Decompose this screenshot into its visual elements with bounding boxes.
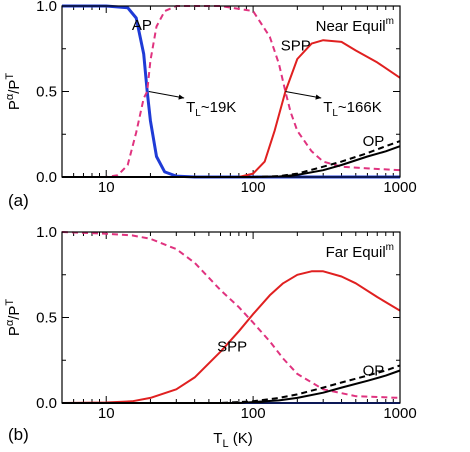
callout-arrowhead <box>315 94 322 100</box>
y-tick-label: 0.5 <box>36 310 57 327</box>
series-label-spp: SPP <box>281 37 311 54</box>
y-axis-label: Pα/PT <box>4 73 23 111</box>
x-tick-label: 10 <box>98 179 115 196</box>
callout-label-0: TL~19K <box>186 99 236 119</box>
x-tick-label: 1000 <box>383 405 416 422</box>
spp-series-line <box>62 39 400 178</box>
series-label-ap: AP <box>132 17 152 34</box>
series-label-spp: SPP <box>217 339 247 356</box>
panel-a: 10 100 1000 0.0 0.5 1.0 Pα/PT (a) Near Equilm AP S… <box>4 0 417 210</box>
unlabeled-3-series-line <box>62 364 400 404</box>
unlabeled-1-series-line <box>62 231 400 399</box>
series-label-op: OP <box>363 363 385 380</box>
equilibrium-annotation: Near Equilm <box>316 16 394 35</box>
y-axis-label: Pα/PT <box>4 299 23 337</box>
callout-arrow-line <box>148 91 185 99</box>
y-tick-label: 0.0 <box>36 169 57 186</box>
x-axis-label: TL (K) <box>213 430 252 450</box>
x-tick-label: 10 <box>98 405 115 422</box>
x-tick-label: 1000 <box>383 179 416 196</box>
callout-arrow-line <box>285 91 322 99</box>
spp-series-line <box>62 270 400 404</box>
panel-letter: (a) <box>8 191 29 210</box>
y-tick-label: 0.5 <box>36 84 57 101</box>
unlabeled-3-series-line <box>62 140 400 178</box>
series-label-op: OP <box>363 133 385 150</box>
panel-b: 10 100 1000 0.0 0.5 1.0 Pα/PT TL (K) (b) Far Equi… <box>4 224 417 450</box>
panel-letter: (b) <box>8 425 29 444</box>
y-tick-label: 1.0 <box>36 0 57 15</box>
y-tick-label: 1.0 <box>36 224 57 241</box>
plot-frame <box>61 231 401 404</box>
x-tick-label: 100 <box>241 405 266 422</box>
callout-label-1: TL~166K <box>323 99 382 119</box>
plot-frame <box>61 5 401 178</box>
op-series-line <box>62 145 400 178</box>
y-tick-label: 0.0 <box>36 395 57 412</box>
op-series-line <box>62 369 400 404</box>
callout-arrowhead <box>178 94 185 100</box>
equilibrium-annotation: Far Equilm <box>326 242 394 261</box>
x-tick-label: 100 <box>241 179 266 196</box>
